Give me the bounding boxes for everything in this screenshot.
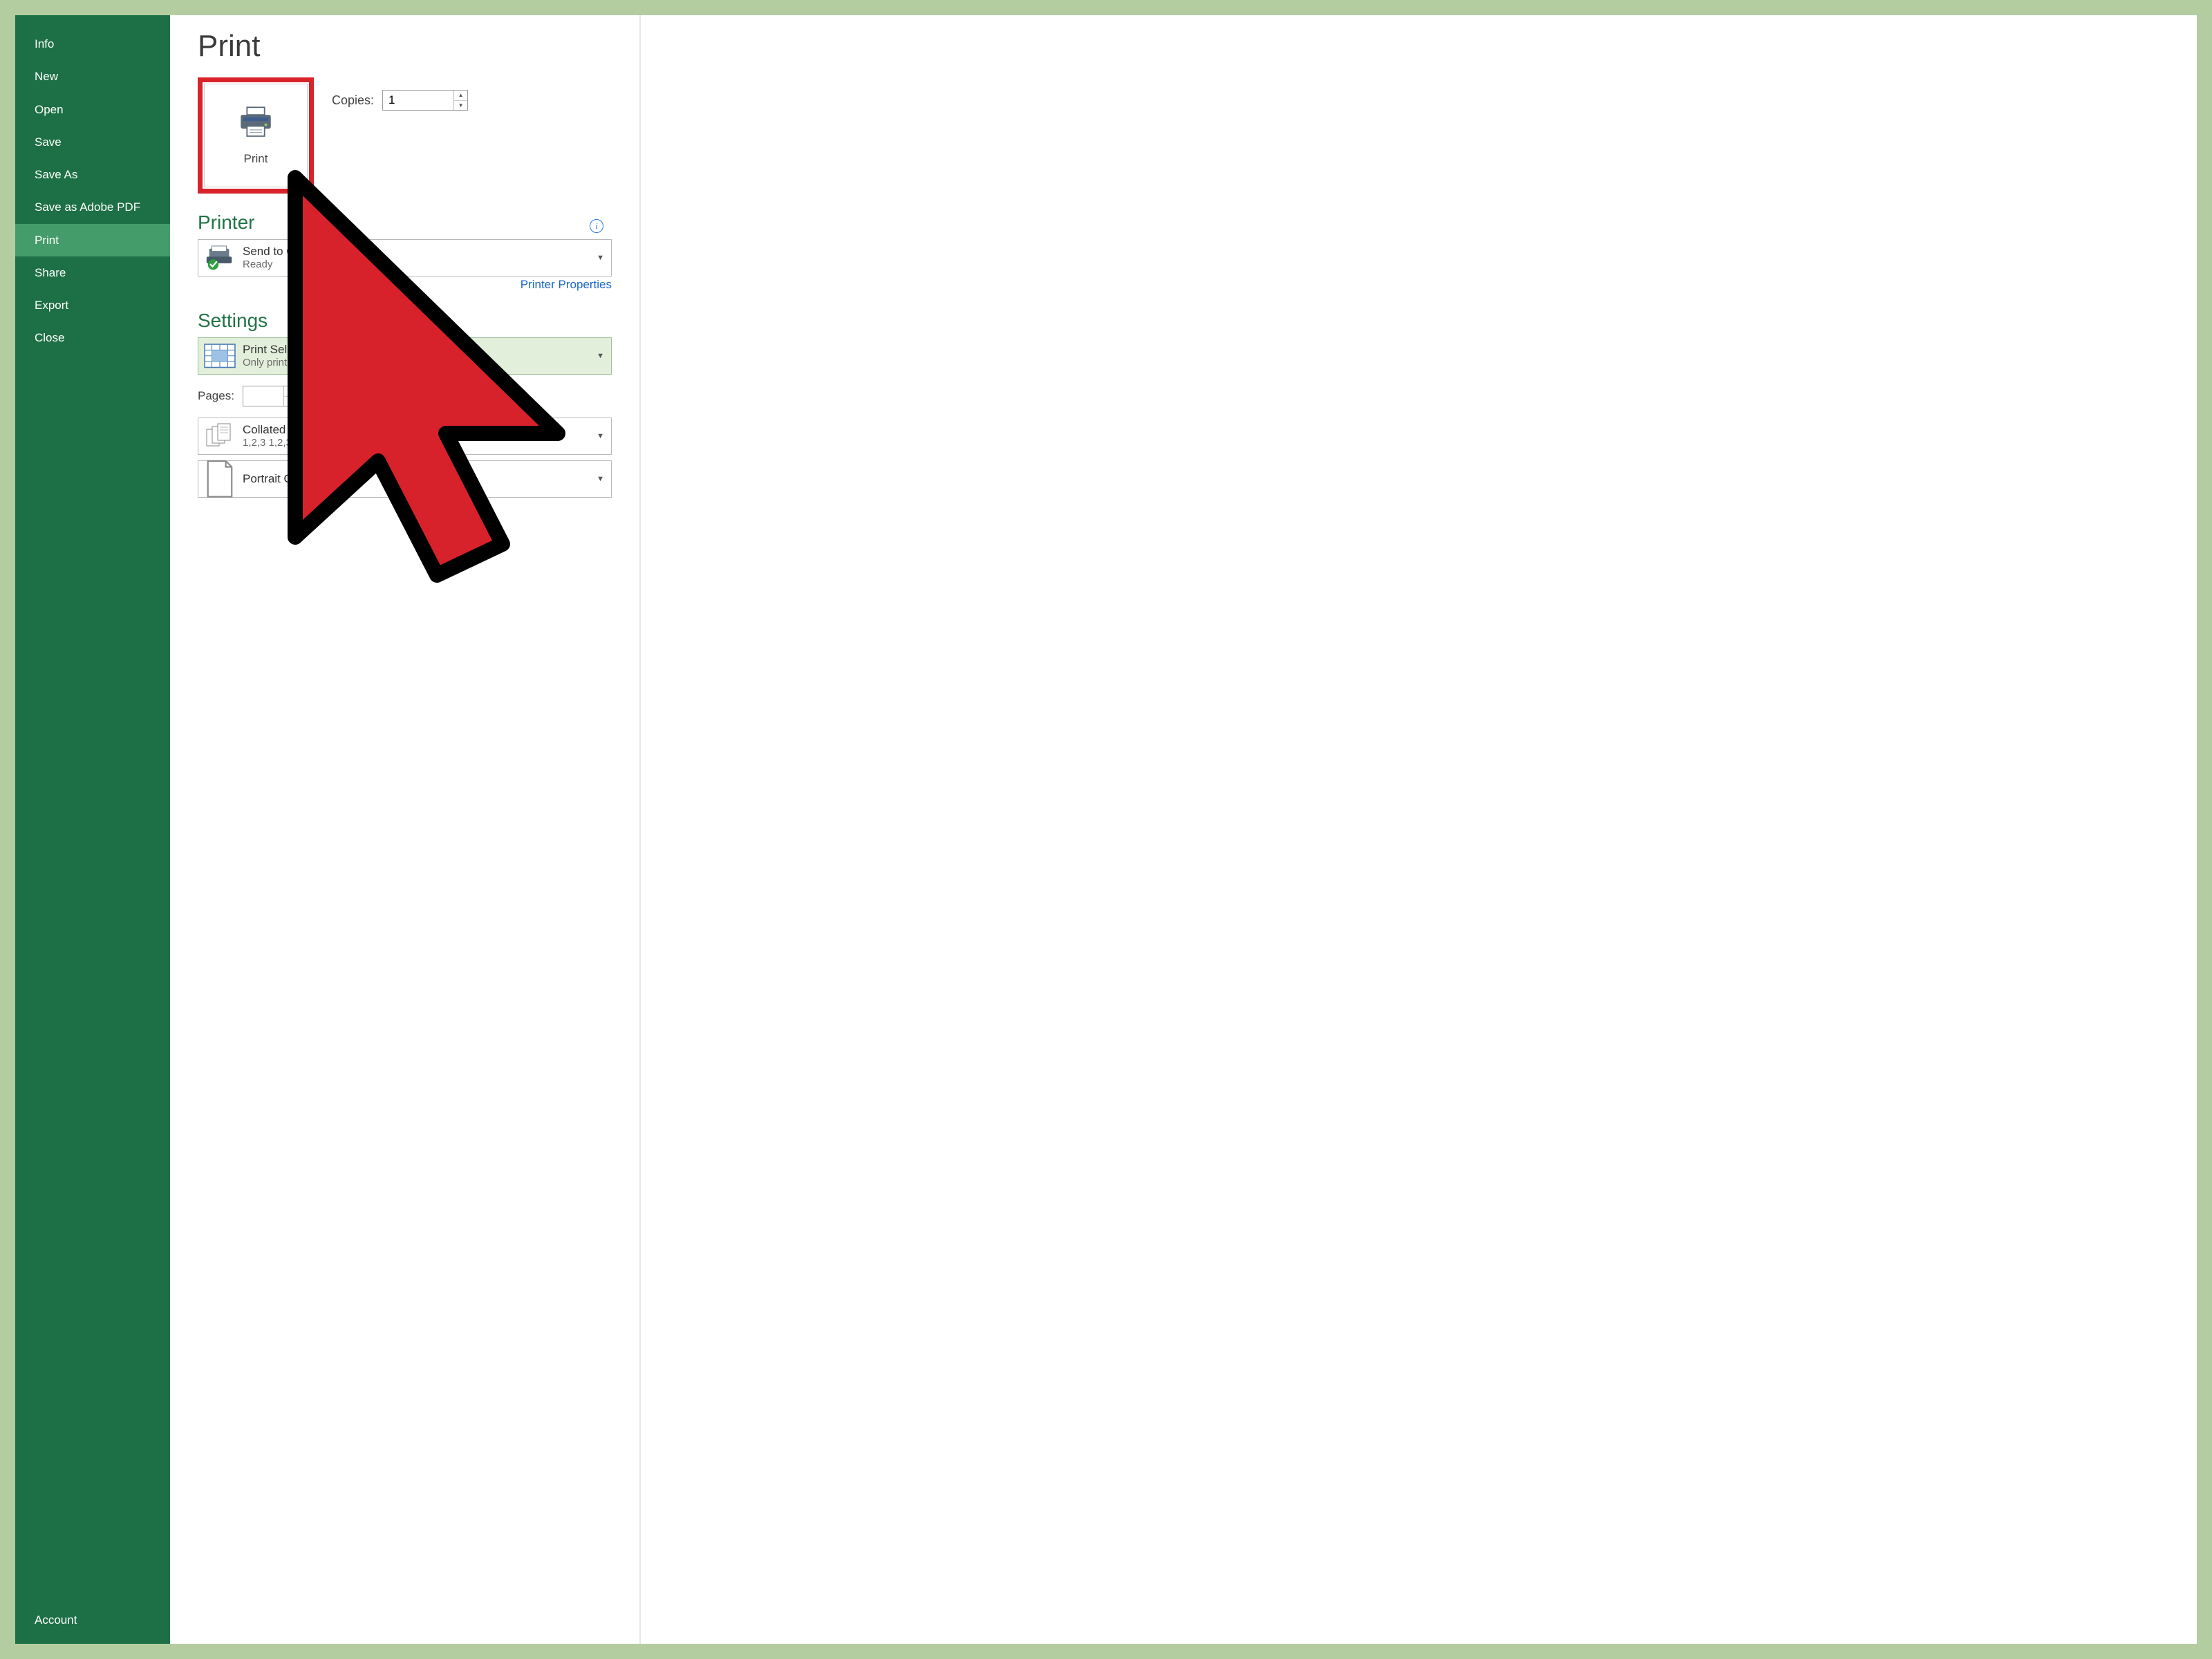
sidebar-item-label: Close: [35, 331, 64, 344]
pages-to-label: to: [306, 389, 316, 403]
spinner-arrows: ▲ ▼: [365, 386, 379, 406]
print-panel: Print Print: [170, 15, 640, 1644]
print-row: Print Copies: ▲ ▼: [198, 77, 612, 194]
chevron-down-icon: ▼: [597, 352, 604, 360]
print-button[interactable]: Print: [204, 84, 308, 187]
orientation-dropdown[interactable]: Portrait Orientation ▼: [198, 460, 612, 498]
pages-from-input[interactable]: [243, 386, 283, 406]
sidebar-item-label: Info: [35, 37, 54, 50]
settings-heading: Settings: [198, 310, 612, 332]
tutorial-highlight: Print: [198, 77, 314, 194]
page-title: Print: [198, 29, 612, 64]
printer-heading: Printer: [198, 212, 612, 234]
print-what-dropdown[interactable]: Print Selection Only print the current s…: [198, 337, 612, 375]
printer-status: Ready: [243, 259, 590, 272]
sidebar-item-account[interactable]: Account: [15, 1604, 170, 1644]
sidebar-item-save[interactable]: Save: [15, 126, 170, 158]
printer-dropdown-text: Send to OneNote 2013 Ready: [243, 244, 590, 272]
chevron-down-icon: ▼: [597, 432, 604, 440]
chevron-down-icon: ▼: [597, 475, 604, 483]
printer-ready-icon: [204, 244, 236, 272]
spinner-down-icon[interactable]: ▼: [366, 397, 379, 406]
sidebar-spacer: [15, 355, 170, 1604]
sidebar-item-print[interactable]: Print: [15, 224, 170, 256]
collate-line1: Collated: [243, 422, 590, 437]
sheet-grid-icon: [204, 342, 236, 370]
sidebar-item-label: Open: [35, 103, 64, 116]
pages-to-input[interactable]: [325, 386, 365, 406]
sidebar-item-label: Account: [35, 1613, 77, 1627]
sidebar-item-label: Save As: [35, 168, 77, 181]
sidebar-item-label: Share: [35, 266, 66, 279]
spinner-up-icon[interactable]: ▲: [366, 386, 379, 397]
backstage-sidebar: Info New Open Save Save As Save as Adobe…: [15, 15, 170, 1644]
copies-row: Copies: ▲ ▼: [332, 90, 468, 111]
spinner-down-icon[interactable]: ▼: [284, 397, 297, 406]
printer-dropdown[interactable]: Send to OneNote 2013 Ready ▼: [198, 239, 612, 276]
sidebar-item-close[interactable]: Close: [15, 321, 170, 354]
sidebar-item-label: Save as Adobe PDF: [35, 200, 140, 214]
copies-label: Copies:: [332, 93, 374, 108]
printer-icon: [236, 106, 276, 142]
pages-label: Pages:: [198, 389, 234, 403]
sidebar-item-label: Save: [35, 135, 62, 149]
print-button-label: Print: [244, 152, 268, 166]
sidebar-item-info[interactable]: Info: [15, 28, 170, 60]
sidebar-item-label: Print: [35, 234, 59, 247]
spinner-up-icon[interactable]: ▲: [284, 386, 297, 397]
printer-properties-link[interactable]: Printer Properties: [198, 278, 612, 292]
orientation-text: Portrait Orientation: [243, 471, 590, 486]
pages-stack-icon: [204, 422, 236, 450]
sidebar-item-share[interactable]: Share: [15, 256, 170, 289]
info-icon[interactable]: i: [590, 219, 603, 233]
spinner-down-icon[interactable]: ▼: [454, 101, 467, 111]
copies-input[interactable]: [383, 91, 453, 110]
pages-to-spinner[interactable]: ▲ ▼: [324, 386, 379, 406]
sidebar-item-label: Export: [35, 299, 68, 312]
collate-line2: 1,2,3 1,2,3 1,2,3: [243, 437, 590, 450]
sidebar-item-saveas[interactable]: Save As: [15, 158, 170, 191]
orientation-line1: Portrait Orientation: [243, 471, 590, 486]
app-frame: Info New Open Save Save As Save as Adobe…: [15, 15, 2197, 1644]
print-what-text: Print Selection Only print the current s…: [243, 342, 590, 370]
settings-stack: Print Selection Only print the current s…: [198, 337, 612, 498]
print-what-line1: Print Selection: [243, 342, 590, 357]
chevron-down-icon: ▼: [597, 254, 604, 262]
collate-dropdown[interactable]: Collated 1,2,3 1,2,3 1,2,3 ▼: [198, 418, 612, 455]
sidebar-item-new[interactable]: New: [15, 60, 170, 93]
copies-spinner[interactable]: ▲ ▼: [382, 90, 468, 111]
panel-divider: [640, 15, 641, 1644]
sidebar-item-export[interactable]: Export: [15, 289, 170, 321]
sidebar-item-label: New: [35, 70, 58, 83]
printer-name: Send to OneNote 2013: [243, 244, 590, 259]
spinner-arrows: ▲ ▼: [283, 386, 297, 406]
page-portrait-icon: [204, 465, 236, 493]
spinner-up-icon[interactable]: ▲: [454, 91, 467, 101]
sidebar-item-saveas-pdf[interactable]: Save as Adobe PDF: [15, 191, 170, 223]
collate-text: Collated 1,2,3 1,2,3 1,2,3: [243, 422, 590, 450]
spinner-arrows: ▲ ▼: [453, 91, 467, 110]
pages-row: Pages: ▲ ▼ to ▲ ▼: [198, 386, 612, 406]
pages-from-spinner[interactable]: ▲ ▼: [243, 386, 298, 406]
sidebar-item-open[interactable]: Open: [15, 93, 170, 126]
print-what-line2: Only print the current selecti...: [243, 357, 590, 370]
